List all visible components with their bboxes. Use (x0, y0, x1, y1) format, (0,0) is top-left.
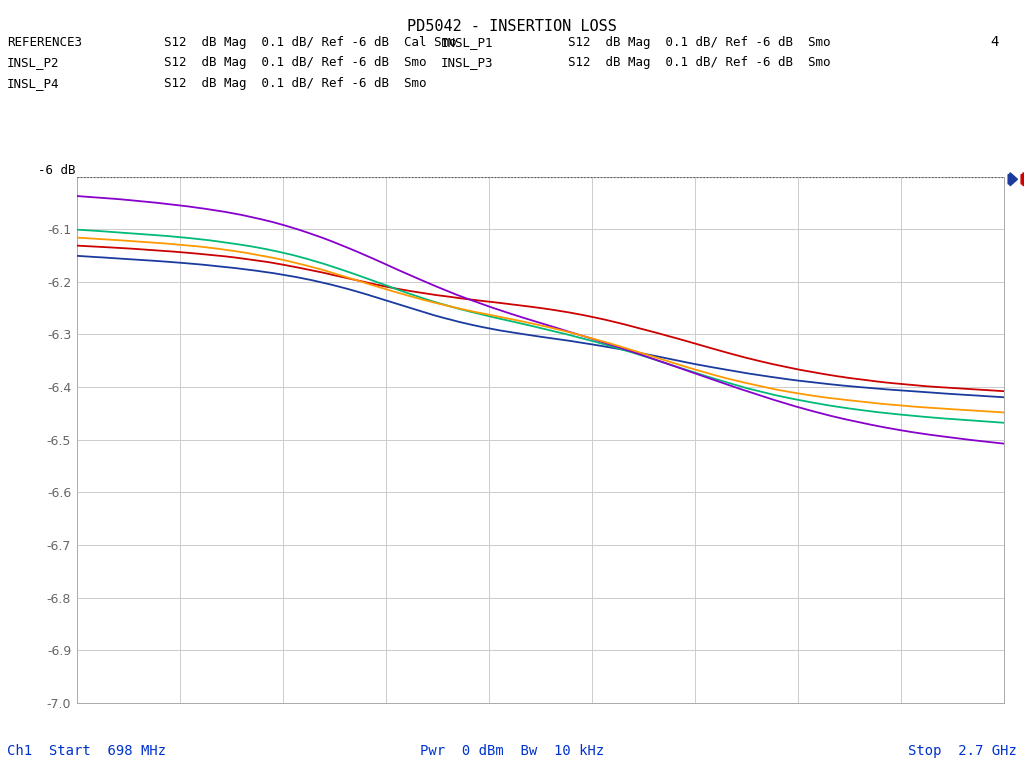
Text: Pwr  0 dBm  Bw  10 kHz: Pwr 0 dBm Bw 10 kHz (420, 744, 604, 758)
Text: -6 dB: -6 dB (38, 164, 76, 177)
Text: INSL_P4: INSL_P4 (7, 78, 59, 90)
Text: INSL_P2: INSL_P2 (7, 57, 59, 69)
Text: 4: 4 (990, 35, 998, 49)
Text: S12  dB Mag  0.1 dB/ Ref -6 dB  Smo: S12 dB Mag 0.1 dB/ Ref -6 dB Smo (568, 36, 830, 48)
FancyArrow shape (1021, 173, 1024, 186)
Text: S12  dB Mag  0.1 dB/ Ref -6 dB  Smo: S12 dB Mag 0.1 dB/ Ref -6 dB Smo (164, 57, 426, 69)
Text: S12  dB Mag  0.1 dB/ Ref -6 dB  Smo: S12 dB Mag 0.1 dB/ Ref -6 dB Smo (164, 78, 426, 90)
Text: Ch1  Start  698 MHz: Ch1 Start 698 MHz (7, 744, 166, 758)
Text: S12  dB Mag  0.1 dB/ Ref -6 dB  Cal Smo: S12 dB Mag 0.1 dB/ Ref -6 dB Cal Smo (164, 36, 457, 48)
Text: INSL_P1: INSL_P1 (440, 36, 493, 48)
Text: REFERENCE3: REFERENCE3 (7, 36, 82, 48)
Text: Stop  2.7 GHz: Stop 2.7 GHz (908, 744, 1017, 758)
Text: INSL_P3: INSL_P3 (440, 57, 493, 69)
Text: S12  dB Mag  0.1 dB/ Ref -6 dB  Smo: S12 dB Mag 0.1 dB/ Ref -6 dB Smo (568, 57, 830, 69)
Text: PD5042 - INSERTION LOSS: PD5042 - INSERTION LOSS (408, 19, 616, 35)
FancyArrow shape (1009, 173, 1018, 186)
